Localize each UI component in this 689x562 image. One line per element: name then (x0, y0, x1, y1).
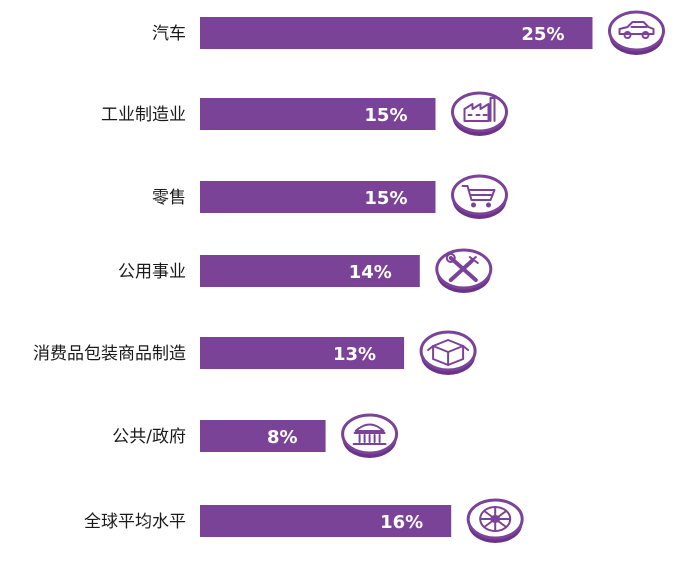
bar (200, 181, 436, 213)
bar-row: 工业制造业 15% (101, 91, 508, 136)
bar (200, 17, 593, 49)
bar-row: 消费品包装商品制造 13% (33, 330, 477, 375)
bar (200, 255, 420, 287)
car-icon (608, 10, 665, 55)
value-label: 15% (364, 188, 407, 209)
value-label: 8% (267, 427, 298, 448)
value-label: 14% (349, 262, 392, 283)
value-label: 13% (333, 344, 376, 365)
bar-row: 公共/政府 8% (112, 413, 399, 458)
bar (200, 98, 436, 130)
value-label: 16% (380, 512, 423, 533)
category-label: 消费品包装商品制造 (33, 344, 186, 364)
value-label: 15% (364, 105, 407, 126)
government-building-icon (341, 413, 399, 458)
bar (200, 505, 452, 537)
value-label: 25% (521, 24, 564, 45)
bar (200, 337, 405, 369)
globe-wheel-icon (466, 498, 524, 543)
category-label: 公共/政府 (112, 427, 186, 447)
category-label: 零售 (152, 188, 186, 208)
category-label: 汽车 (152, 24, 186, 44)
category-label: 全球平均水平 (84, 512, 186, 532)
shopping-cart-icon (451, 174, 508, 219)
bar (200, 420, 326, 452)
bar-row: 零售 15% (152, 174, 508, 219)
tools-icon (435, 248, 493, 293)
bar-row: 全球平均水平 16% (84, 498, 524, 543)
category-label: 公用事业 (118, 262, 186, 282)
bar-row: 汽车 25% (152, 10, 665, 55)
bar-row: 公用事业 14% (118, 248, 493, 293)
factory-icon (451, 91, 508, 136)
package-box-icon (419, 330, 477, 375)
category-label: 工业制造业 (101, 105, 186, 125)
